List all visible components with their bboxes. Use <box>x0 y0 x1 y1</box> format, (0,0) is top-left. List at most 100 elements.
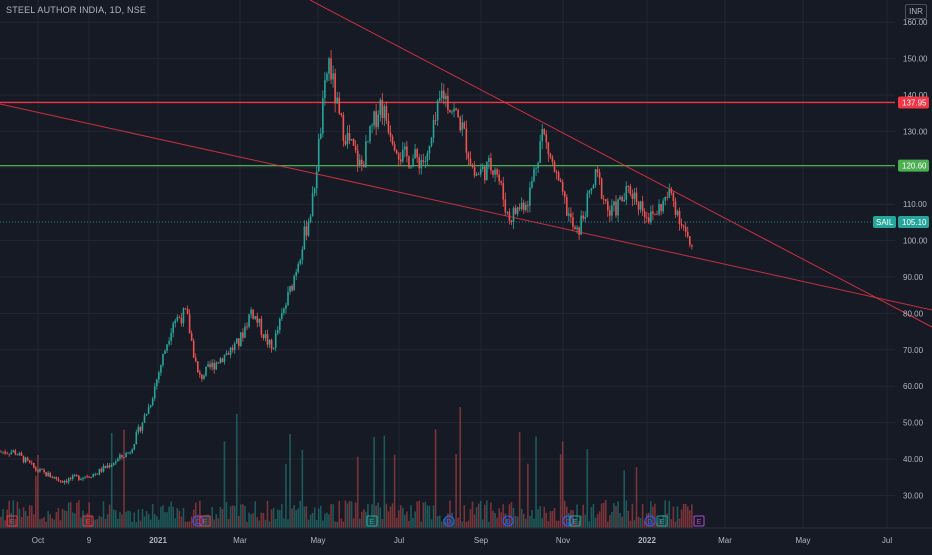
volume-bar <box>305 506 308 528</box>
volume-bar <box>432 505 435 528</box>
volume-bar <box>178 510 181 528</box>
candle-body <box>609 210 611 216</box>
volume-bar <box>65 511 68 528</box>
y-tick-label: 40.00 <box>903 455 924 464</box>
candle-body <box>264 333 267 338</box>
candle-body <box>566 197 568 216</box>
volume-bar <box>317 508 320 528</box>
x-tick-label: Mar <box>233 536 247 545</box>
volume-bar <box>512 507 515 528</box>
candle-body <box>641 201 644 212</box>
volume-bar <box>633 520 636 528</box>
volume-bar <box>586 449 589 528</box>
candle-body <box>207 364 209 367</box>
volume-bar <box>63 510 66 528</box>
candle-body <box>574 226 576 230</box>
volume-bar <box>336 521 338 528</box>
candle-body <box>457 110 459 118</box>
volume-bar <box>662 514 664 528</box>
candle-body <box>223 354 226 362</box>
candle-body <box>96 473 99 475</box>
volume-bar <box>637 516 640 528</box>
volume-bar <box>197 514 199 528</box>
candle-body <box>346 133 349 145</box>
volume-bar <box>369 517 371 528</box>
volume-bar <box>574 518 576 528</box>
candle-body <box>520 202 523 209</box>
volume-bar <box>428 505 431 528</box>
candle-body <box>289 285 291 293</box>
volume-bar <box>650 501 652 528</box>
candle-body <box>242 332 244 338</box>
candle-body <box>361 159 363 165</box>
level-support-label: 120.60 <box>902 162 927 171</box>
candle-body <box>18 452 21 456</box>
volume-bar <box>119 512 121 528</box>
volume-bar <box>496 517 498 528</box>
candle-body <box>365 141 367 168</box>
earnings-marker <box>6 515 18 527</box>
volume-bar <box>59 520 62 528</box>
candle-body <box>613 201 615 206</box>
time-axis[interactable]: Oct 9 2021 Mar May Jul Sep Nov 2022 Mar May Jul <box>0 527 932 545</box>
earnings-marker <box>82 515 94 527</box>
candle-body <box>78 475 80 481</box>
volume-bar <box>689 510 691 528</box>
volume-bar <box>648 512 650 528</box>
candle-body <box>459 117 461 131</box>
volume-bar <box>516 516 519 528</box>
candle-body <box>209 364 211 368</box>
volume-bar <box>39 519 41 528</box>
volume-bar <box>477 503 480 528</box>
dividend-marker <box>644 515 656 527</box>
candle-body <box>84 476 86 478</box>
chart-title: STEEL AUTHOR INDIA, 1D, NSE <box>6 5 147 15</box>
candle-body <box>22 455 25 463</box>
volume-bar <box>451 512 453 528</box>
candle-body <box>432 120 435 138</box>
candle-body <box>516 207 519 214</box>
volume-bar <box>522 513 525 528</box>
candle-body <box>420 160 423 169</box>
currency-badge[interactable]: INR <box>905 4 927 19</box>
candle-body <box>643 211 646 218</box>
volume-bar <box>584 514 587 528</box>
candle-body <box>12 450 15 453</box>
volume-bar <box>207 514 209 528</box>
candle-body <box>176 317 179 321</box>
candle-body <box>262 334 265 338</box>
volume-bar <box>449 500 451 528</box>
volume-bar <box>631 503 634 528</box>
candle-body <box>545 134 548 143</box>
volume-bar <box>393 454 396 528</box>
candle-body <box>108 465 111 467</box>
candle-body <box>500 181 502 183</box>
candle-body <box>338 97 341 114</box>
grid-lines <box>0 0 895 528</box>
volume-bar <box>395 517 398 528</box>
candle-body <box>492 170 494 175</box>
candle-body <box>617 199 619 216</box>
candle-body <box>35 467 37 471</box>
volume-bar <box>594 517 597 528</box>
candle-body <box>404 146 406 150</box>
candle-body <box>28 460 31 463</box>
candle-body <box>658 204 660 215</box>
volume-bar <box>502 504 505 528</box>
volume-bar <box>299 500 302 528</box>
volume-bar <box>553 508 556 528</box>
candle-body <box>455 108 457 111</box>
candle-body <box>615 201 617 216</box>
volume-bar <box>252 513 254 528</box>
candle-body <box>51 477 54 479</box>
candle-body <box>379 99 382 115</box>
candle-body <box>104 465 107 468</box>
volume-bar <box>645 513 648 528</box>
candle-body <box>71 475 74 479</box>
volume-bar <box>67 502 70 528</box>
volume-bar <box>598 511 601 528</box>
volume-bar <box>22 507 25 528</box>
price-axis[interactable]: 30.00 40.00 50.00 60.00 70.00 80.00 90.00 100.0… <box>873 18 929 500</box>
